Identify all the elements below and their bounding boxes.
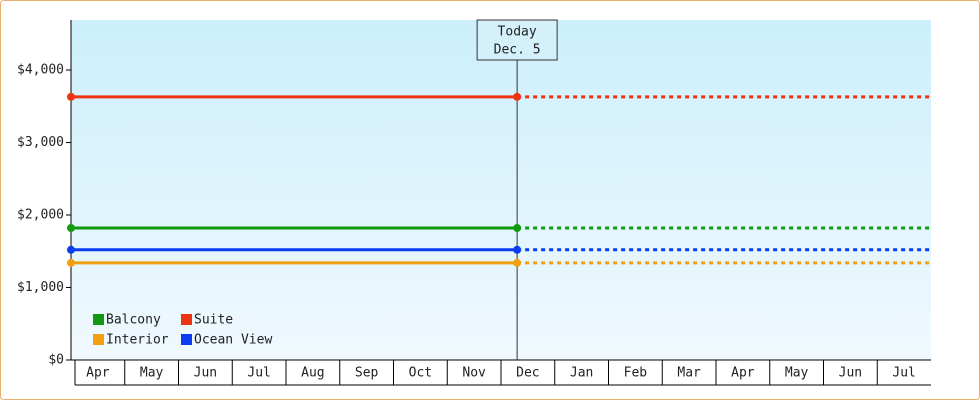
today-date: Dec. 5: [494, 43, 541, 58]
x-tick-label: Jun: [194, 366, 217, 381]
legend-swatch: [93, 334, 104, 345]
legend-label: Ocean View: [194, 333, 272, 348]
x-tick-label: May: [140, 366, 164, 381]
x-tick-label: Apr: [731, 366, 755, 381]
x-tick-label: Oct: [409, 366, 432, 381]
today-label: Today: [498, 25, 537, 40]
point: [67, 92, 75, 101]
plot-area: [71, 20, 931, 360]
legend-label: Interior: [106, 333, 169, 348]
legend-label: Suite: [194, 313, 233, 328]
legend-swatch: [93, 314, 104, 325]
x-tick-label: May: [785, 366, 809, 381]
x-tick-label: Dec: [516, 366, 539, 381]
y-tick-label: $4,000: [17, 63, 64, 78]
legend-swatch: [181, 314, 192, 325]
y-tick-label: $2,000: [17, 208, 64, 223]
x-tick-label: Apr: [86, 366, 110, 381]
x-tick-label: Sep: [355, 366, 379, 381]
x-tick-label: Jan: [570, 366, 593, 381]
x-tick-label: Mar: [677, 366, 701, 381]
x-tick-label: Feb: [624, 366, 648, 381]
legend-label: Balcony: [106, 313, 161, 328]
point: [67, 224, 75, 233]
x-tick-label: Aug: [301, 366, 324, 381]
point: [513, 258, 522, 267]
x-tick-label: Nov: [462, 366, 486, 381]
x-tick-label: Jul: [892, 366, 915, 381]
point: [67, 258, 75, 267]
y-tick-label: $3,000: [17, 135, 64, 150]
legend-swatch: [181, 334, 192, 345]
x-tick-label: Jun: [839, 366, 862, 381]
y-tick-label: $1,000: [17, 280, 64, 295]
today-box: [476, 19, 558, 61]
point: [67, 245, 75, 254]
y-tick-label: $0: [48, 353, 64, 368]
point: [513, 92, 522, 101]
point: [513, 224, 522, 233]
x-tick-label: Jul: [247, 366, 270, 381]
point: [513, 245, 522, 254]
